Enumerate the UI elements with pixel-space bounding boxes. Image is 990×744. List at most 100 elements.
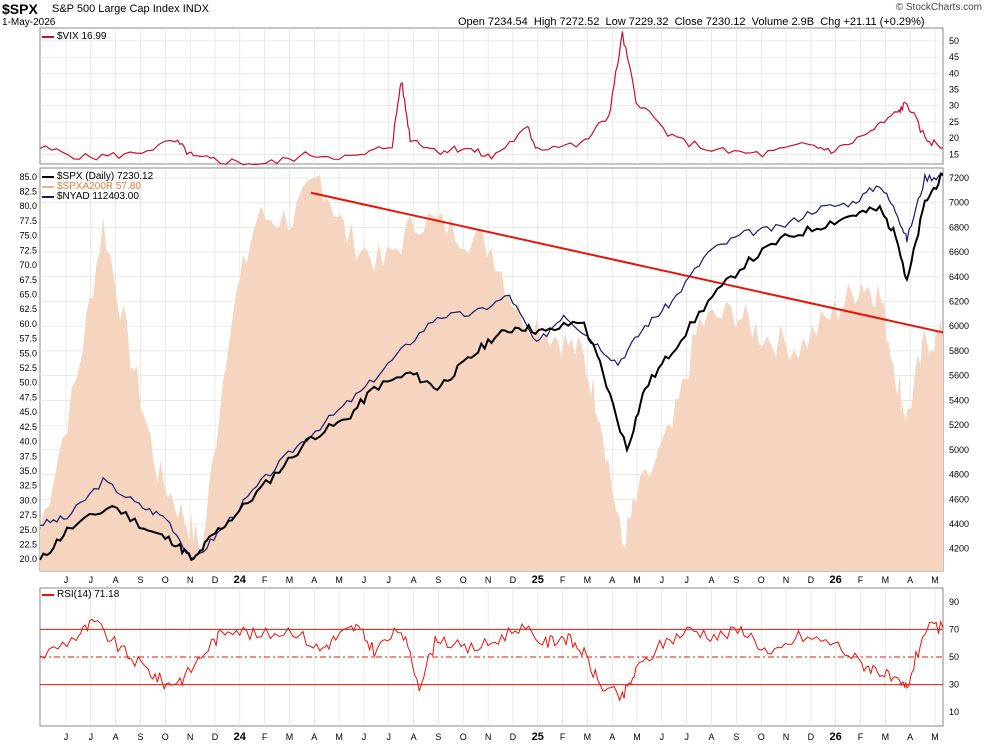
- x-tick-label-bottom: M: [633, 732, 641, 742]
- spxa200r-y-tick: 32.5: [19, 481, 37, 491]
- spx-y-tick: 5600: [949, 371, 969, 381]
- x-tick-label-bottom: S: [733, 732, 739, 742]
- spx-y-tick: 5000: [949, 445, 969, 455]
- x-tick-label: M: [335, 575, 343, 585]
- vix-legend-text: $VIX 16.99: [57, 31, 107, 42]
- spxa200r-legend: $SPXA200R 57.80: [42, 181, 141, 192]
- x-tick-label: A: [907, 575, 913, 585]
- rsi-line: [39, 618, 944, 702]
- x-tick-label-bottom: M: [931, 732, 939, 742]
- x-tick-label-bottom: D: [808, 732, 815, 742]
- x-tick-label-bottom: N: [783, 732, 790, 742]
- rsi-y-tick: 50: [949, 652, 959, 662]
- spxa200r-y-tick: 37.5: [19, 451, 37, 461]
- x-tick-label: 24: [234, 574, 247, 586]
- x-tick-label: A: [311, 575, 317, 585]
- x-tick-label-bottom: F: [262, 732, 268, 742]
- spx-y-tick: 6800: [949, 222, 969, 232]
- close-value: 7230.12: [705, 16, 746, 28]
- x-tick-label-bottom: A: [609, 732, 615, 742]
- spxa200r-y-tick: 85.0: [19, 172, 37, 182]
- vix-y-tick: 20: [949, 133, 959, 143]
- x-tick-label: D: [510, 575, 517, 585]
- spxa200r-y-tick: 47.5: [19, 392, 37, 402]
- vix-y-tick: 45: [949, 52, 959, 62]
- x-tick-label: S: [435, 575, 441, 585]
- chg-value: +21.11 (+0.29%): [843, 16, 925, 28]
- volume-value: 2.9B: [791, 16, 815, 28]
- spx-y-tick: 7200: [949, 173, 969, 183]
- spx-legend: $SPX (Daily) 7230.12: [42, 171, 153, 182]
- x-tick-label-bottom: 26: [830, 731, 842, 743]
- x-tick-label: 26: [830, 574, 842, 586]
- x-tick-label-bottom: N: [187, 732, 194, 742]
- spx-y-tick: 6000: [949, 321, 969, 331]
- spx-y-tick: 5400: [949, 395, 969, 405]
- x-tick-label-bottom: M: [882, 732, 890, 742]
- spx-y-tick: 7000: [949, 198, 969, 208]
- x-tick-label: F: [858, 575, 864, 585]
- x-tick-label: J: [89, 575, 94, 585]
- x-tick-label-bottom: J: [387, 732, 392, 742]
- vix-line: [39, 31, 944, 166]
- x-tick-label: M: [633, 575, 641, 585]
- spx-line: [39, 172, 944, 562]
- x-tick-label: J: [660, 575, 665, 585]
- close-label: Close: [674, 16, 703, 28]
- open-value: 7234.54: [487, 16, 528, 28]
- vix-y-tick: 35: [949, 85, 959, 95]
- x-tick-label: A: [709, 575, 715, 585]
- open-label: Open: [458, 16, 485, 28]
- x-tick-label-bottom: A: [709, 732, 715, 742]
- rsi-y-tick: 30: [949, 680, 959, 690]
- x-tick-label: S: [137, 575, 143, 585]
- trendline: [310, 191, 944, 334]
- x-tick-label-bottom: A: [311, 732, 317, 742]
- low-value: 7229.32: [628, 16, 669, 28]
- spxa200r-swatch: [42, 185, 54, 188]
- x-tick-label-bottom: D: [212, 732, 219, 742]
- x-tick-label: S: [733, 575, 739, 585]
- spxa200r-y-tick: 30.0: [19, 495, 37, 505]
- panel-frame-top: [39, 27, 944, 165]
- spxa200r-y-tick: 67.5: [19, 275, 37, 285]
- nyad-legend-text: $NYAD 112403.00: [57, 191, 139, 202]
- spxa200r-y-tick: 50.0: [19, 378, 37, 388]
- x-tick-label: F: [560, 575, 566, 585]
- spx-y-tick: 6600: [949, 247, 969, 257]
- brand-logo[interactable]: © StockCharts.com: [895, 2, 982, 13]
- x-tick-label-bottom: M: [335, 732, 343, 742]
- volume-label: Volume: [751, 16, 789, 28]
- vix-y-tick: 25: [949, 117, 959, 127]
- x-tick-label: D: [808, 575, 815, 585]
- high-value: 7272.52: [559, 16, 600, 28]
- vix-y-tick: 40: [949, 68, 959, 78]
- spxa200r-y-tick: 52.5: [19, 363, 37, 373]
- x-tick-label-bottom: F: [560, 732, 566, 742]
- spxa200r-y-tick: 60.0: [19, 319, 37, 329]
- vix-y-tick: 15: [949, 149, 959, 159]
- spxa200r-y-tick: 25.0: [19, 525, 37, 535]
- x-tick-label: N: [783, 575, 790, 585]
- spx-y-tick: 4400: [949, 519, 969, 529]
- high-label: High: [533, 16, 557, 28]
- index-name: S&P 500 Large Cap Index: [52, 3, 180, 15]
- spx-y-tick: 5200: [949, 420, 969, 430]
- rsi-y-tick: 70: [949, 624, 959, 634]
- chart-date: 1-May-2026: [2, 17, 56, 28]
- x-tick-label: F: [262, 575, 268, 585]
- x-tick-label-bottom: O: [460, 732, 467, 742]
- x-tick-label: O: [162, 575, 169, 585]
- x-tick-label: J: [387, 575, 392, 585]
- rsi-y-tick: 10: [949, 707, 959, 717]
- spxa200r-y-tick: 77.5: [19, 216, 37, 226]
- x-tick-label-bottom: N: [485, 732, 492, 742]
- spxa200r-y-tick: 40.0: [19, 437, 37, 447]
- x-tick-label: D: [212, 575, 219, 585]
- x-tick-label-bottom: J: [89, 732, 94, 742]
- spx-y-tick: 5800: [949, 346, 969, 356]
- x-tick-label-bottom: 24: [234, 731, 247, 743]
- spxa200r-y-tick: 70.0: [19, 260, 37, 270]
- x-tick-label: O: [758, 575, 765, 585]
